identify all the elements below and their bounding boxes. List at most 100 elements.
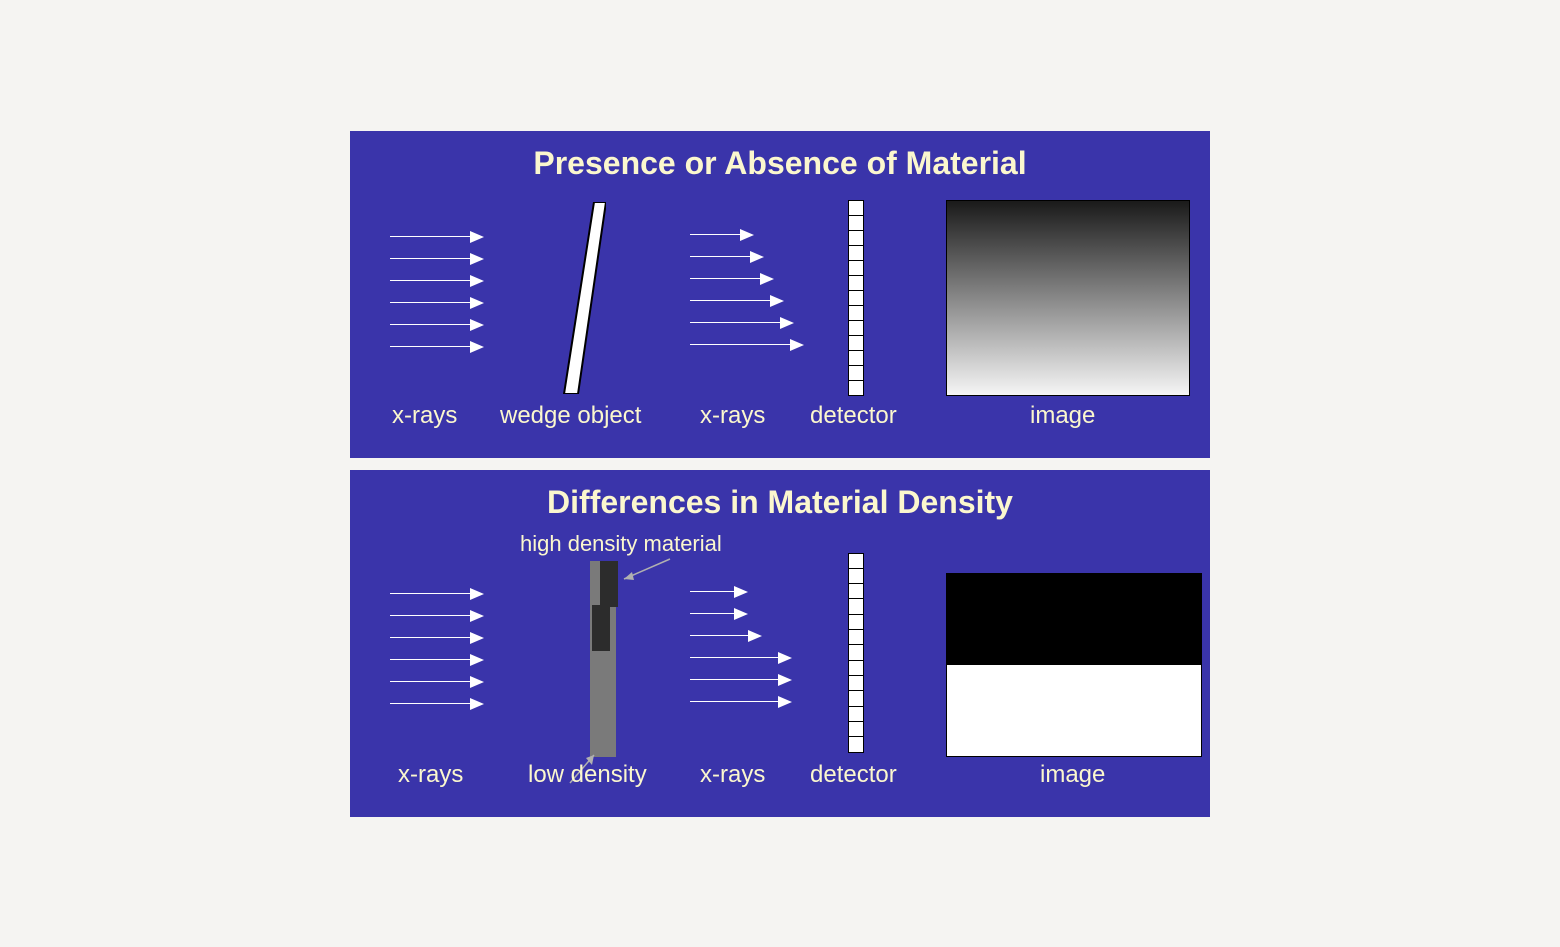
arrow-head-icon bbox=[734, 608, 748, 620]
detector-cell bbox=[849, 351, 863, 366]
arrow-line-icon bbox=[390, 258, 472, 260]
arrow-head-icon bbox=[740, 229, 754, 241]
panel2-label-xrays-right: x-rays bbox=[700, 761, 765, 789]
arrow-head-icon bbox=[470, 319, 484, 331]
gradient-image-icon bbox=[947, 201, 1189, 395]
arrow-head-icon bbox=[470, 231, 484, 243]
detector-cell bbox=[849, 584, 863, 599]
arrow-head-icon bbox=[470, 654, 484, 666]
arrow-line-icon bbox=[690, 679, 780, 681]
detector-cell bbox=[849, 321, 863, 336]
detector-cell bbox=[849, 381, 863, 395]
arrow-head-icon bbox=[750, 251, 764, 263]
arrow-head-icon bbox=[470, 632, 484, 644]
panel1-label-xrays-right: x-rays bbox=[700, 402, 765, 430]
detector-cell bbox=[849, 707, 863, 722]
split-bottom-icon bbox=[947, 665, 1201, 756]
panel1-detector bbox=[848, 200, 864, 396]
arrow-line-icon bbox=[690, 701, 780, 703]
panel1-label-image: image bbox=[1030, 402, 1095, 430]
arrow-head-icon bbox=[770, 295, 784, 307]
arrow-head-icon bbox=[470, 253, 484, 265]
wedge-object-icon bbox=[536, 202, 606, 394]
panel1-label-wedge: wedge object bbox=[500, 402, 641, 430]
panel2-label-image: image bbox=[1040, 761, 1105, 789]
high-density-insert-bottom-icon bbox=[592, 605, 610, 651]
detector-cell bbox=[849, 630, 863, 645]
arrow-line-icon bbox=[690, 591, 736, 593]
arrow-head-icon bbox=[790, 339, 804, 351]
high-density-insert-top-icon bbox=[600, 561, 618, 607]
diagram-container: Presence or Absence of Material x-rays w… bbox=[350, 131, 1210, 817]
detector-cell bbox=[849, 615, 863, 630]
arrow-line-icon bbox=[390, 236, 472, 238]
arrow-line-icon bbox=[690, 635, 750, 637]
detector-cell bbox=[849, 737, 863, 751]
arrow-line-icon bbox=[690, 256, 752, 258]
arrow-line-icon bbox=[690, 344, 792, 346]
arrow-head-icon bbox=[470, 297, 484, 309]
arrow-head-icon bbox=[780, 317, 794, 329]
panel-density-differences: Differences in Material Density high den… bbox=[350, 470, 1210, 817]
arrow-line-icon bbox=[390, 302, 472, 304]
panel1-title: Presence or Absence of Material bbox=[350, 145, 1210, 182]
detector-cell bbox=[849, 645, 863, 660]
arrow-line-icon bbox=[690, 613, 736, 615]
detector-cell bbox=[849, 291, 863, 306]
detector-cell bbox=[849, 231, 863, 246]
arrow-head-icon bbox=[748, 630, 762, 642]
arrow-line-icon bbox=[390, 637, 472, 639]
panel2-label-low-density: low density bbox=[528, 761, 647, 789]
detector-cell bbox=[849, 722, 863, 737]
arrow-line-icon bbox=[390, 346, 472, 348]
detector-cell bbox=[849, 306, 863, 321]
detector-cell bbox=[849, 246, 863, 261]
arrow-line-icon bbox=[690, 278, 762, 280]
panel2-result-image bbox=[946, 573, 1202, 757]
arrow-line-icon bbox=[390, 681, 472, 683]
detector-cell bbox=[849, 676, 863, 691]
arrow-line-icon bbox=[390, 593, 472, 595]
panel2-label-detector: detector bbox=[810, 761, 897, 789]
arrow-head-icon bbox=[778, 696, 792, 708]
panel-presence-absence: Presence or Absence of Material x-rays w… bbox=[350, 131, 1210, 458]
arrow-head-icon bbox=[470, 698, 484, 710]
arrow-line-icon bbox=[690, 234, 742, 236]
arrow-head-icon bbox=[470, 676, 484, 688]
arrow-head-icon bbox=[470, 610, 484, 622]
arrow-line-icon bbox=[390, 324, 472, 326]
arrow-head-icon bbox=[734, 586, 748, 598]
detector-cell bbox=[849, 276, 863, 291]
panel1-label-detector: detector bbox=[810, 402, 897, 430]
arrow-line-icon bbox=[690, 657, 780, 659]
detector-cell bbox=[849, 336, 863, 351]
arrow-line-icon bbox=[390, 659, 472, 661]
arrow-head-icon bbox=[470, 275, 484, 287]
panel2-detector bbox=[848, 553, 864, 753]
panel1-label-xrays-left: x-rays bbox=[392, 402, 457, 430]
panel2-title: Differences in Material Density bbox=[350, 484, 1210, 521]
panel1-diagram: x-rays wedge object x-rays detector imag… bbox=[350, 194, 1210, 444]
arrow-head-icon bbox=[760, 273, 774, 285]
panel2-label-xrays-left: x-rays bbox=[398, 761, 463, 789]
arrow-line-icon bbox=[690, 322, 782, 324]
detector-cell bbox=[849, 216, 863, 231]
detector-cell bbox=[849, 201, 863, 216]
arrow-line-icon bbox=[390, 615, 472, 617]
panel1-result-image bbox=[946, 200, 1190, 396]
arrow-head-icon bbox=[470, 588, 484, 600]
arrow-line-icon bbox=[390, 280, 472, 282]
detector-cell bbox=[849, 554, 863, 569]
arrow-line-icon bbox=[690, 300, 772, 302]
panel2-diagram: high density material bbox=[350, 533, 1210, 803]
detector-cell bbox=[849, 261, 863, 276]
detector-cell bbox=[849, 599, 863, 614]
split-top-icon bbox=[947, 574, 1201, 665]
arrow-line-icon bbox=[390, 703, 472, 705]
detector-cell bbox=[849, 691, 863, 706]
detector-cell bbox=[849, 569, 863, 584]
arrow-head-icon bbox=[470, 341, 484, 353]
arrow-head-icon bbox=[778, 674, 792, 686]
detector-cell bbox=[849, 661, 863, 676]
panel2-label-high-density: high density material bbox=[520, 531, 722, 557]
